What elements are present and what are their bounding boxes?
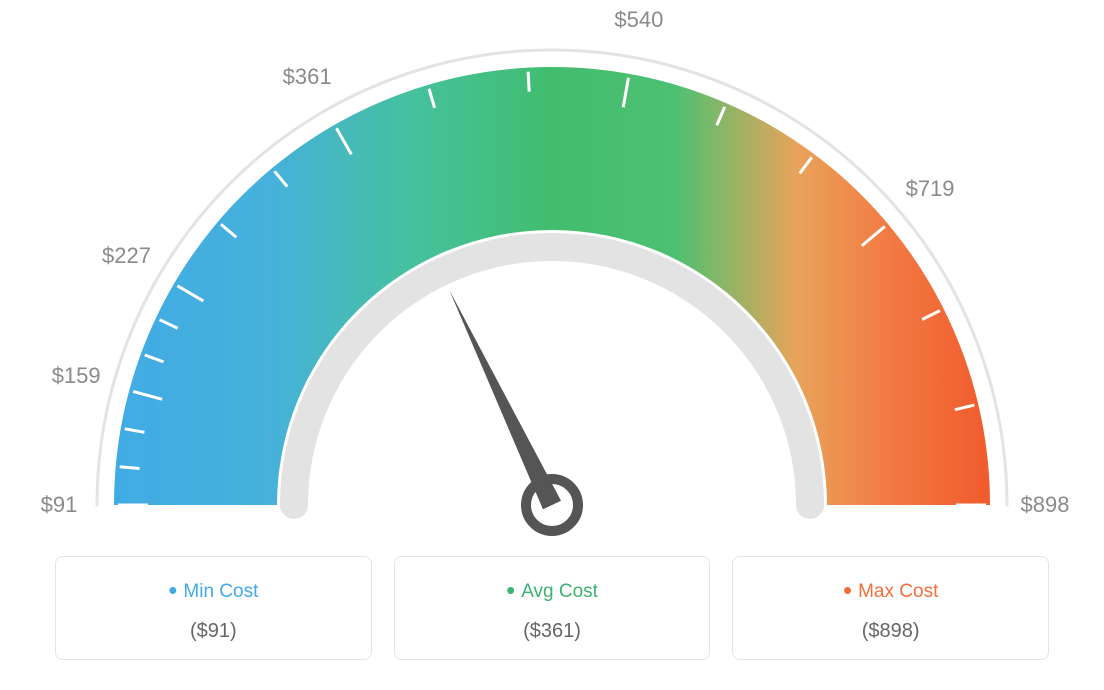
gauge-tick-label: $227 [102, 243, 151, 269]
legend-avg-label: Avg Cost [405, 575, 700, 606]
legend-card-min: Min Cost ($91) [55, 556, 372, 660]
gauge-tick-label: $540 [614, 7, 663, 33]
legend-min-value: ($91) [66, 620, 361, 643]
legend-min-label: Min Cost [66, 575, 361, 606]
cost-gauge-chart: $91 $159 $227 $361 $540 $719 $898 Min Cost ($9… [0, 0, 1104, 690]
gauge-tick-label: $898 [1021, 492, 1070, 518]
legend-card-avg: Avg Cost ($361) [394, 556, 711, 660]
legend-row: Min Cost ($91) Avg Cost ($361) Max Cost … [55, 556, 1049, 660]
legend-avg-value: ($361) [405, 620, 700, 643]
gauge-tick-label: $91 [41, 492, 78, 518]
gauge-svg [0, 0, 1104, 560]
legend-card-max: Max Cost ($898) [732, 556, 1049, 660]
gauge-area: $91 $159 $227 $361 $540 $719 $898 [0, 0, 1104, 560]
legend-max-value: ($898) [743, 620, 1038, 643]
gauge-tick-label: $719 [906, 176, 955, 202]
legend-max-label: Max Cost [743, 575, 1038, 606]
gauge-tick-label: $361 [283, 64, 332, 90]
gauge-tick-label: $159 [52, 363, 101, 389]
